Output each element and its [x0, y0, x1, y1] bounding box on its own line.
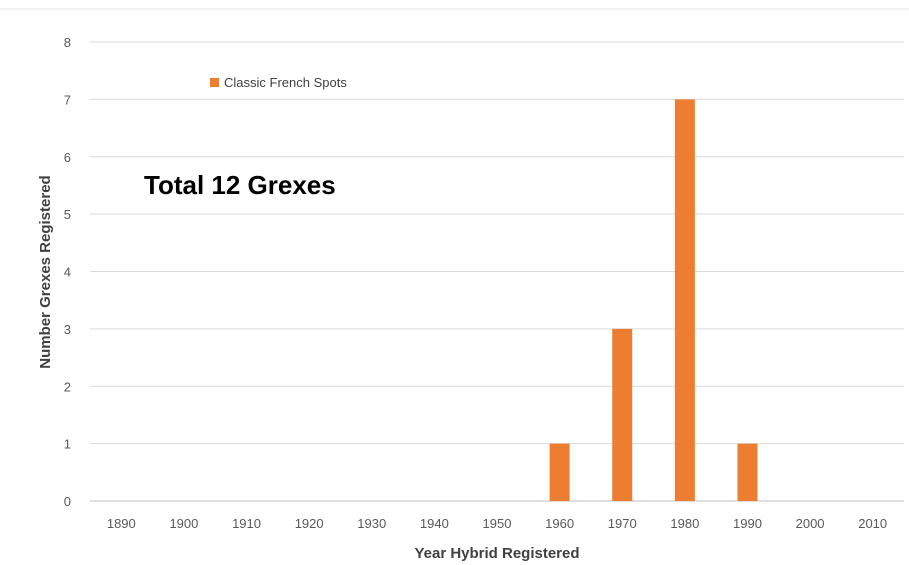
bar-1990 — [737, 443, 758, 501]
legend-label: Classic French Spots — [224, 75, 347, 90]
y-axis-title: Number Grexes Registered — [37, 175, 54, 368]
bar-1970 — [612, 328, 633, 501]
y-tick-label: 5 — [64, 207, 71, 222]
x-tick-label: 1900 — [169, 516, 198, 531]
x-tick-label: 1950 — [483, 516, 512, 531]
bars — [549, 99, 758, 501]
gridlines — [90, 41, 904, 502]
legend-swatch — [210, 78, 219, 87]
y-tick-label: 3 — [64, 322, 71, 337]
x-tick-label: 1920 — [295, 516, 324, 531]
x-tick-label: 2000 — [796, 516, 825, 531]
bar-1960 — [549, 443, 570, 501]
y-tick-label: 0 — [64, 494, 71, 509]
y-tick-label: 4 — [64, 265, 71, 280]
x-tick-labels: 1890 1900 1910 1920 1930 1940 1950 1960 1970 1980… — [107, 516, 887, 531]
total-annotation: Total 12 Grexes — [144, 170, 336, 200]
x-tick-label: 1890 — [107, 516, 136, 531]
x-tick-label: 1990 — [733, 516, 762, 531]
legend: Classic French Spots — [210, 75, 347, 90]
y-tick-label: 1 — [64, 437, 71, 452]
x-tick-label: 1960 — [545, 516, 574, 531]
x-tick-label: 1910 — [232, 516, 261, 531]
x-tick-label: 2010 — [858, 516, 887, 531]
y-tick-label: 8 — [64, 35, 71, 50]
x-tick-label: 1940 — [420, 516, 449, 531]
y-tick-label: 6 — [64, 150, 71, 165]
y-tick-labels: 0 1 2 3 4 5 6 7 8 — [64, 35, 71, 509]
y-tick-label: 2 — [64, 379, 71, 394]
x-tick-label: 1930 — [357, 516, 386, 531]
bar-1980 — [674, 99, 695, 501]
y-tick-label: 7 — [64, 92, 71, 107]
x-tick-label: 1970 — [608, 516, 637, 531]
x-axis-title: Year Hybrid Registered — [414, 545, 579, 562]
x-tick-label: 1980 — [670, 516, 699, 531]
